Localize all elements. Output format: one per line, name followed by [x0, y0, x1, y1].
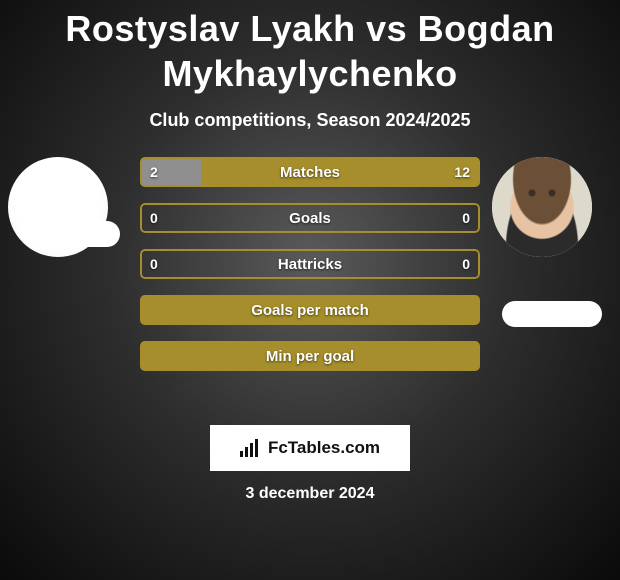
stat-label: Min per goal	[140, 341, 480, 371]
player-right-face	[492, 157, 592, 257]
stat-label: Goals	[140, 203, 480, 233]
stat-value-right: 12	[444, 157, 480, 187]
stat-label: Matches	[140, 157, 480, 187]
stat-value-left: 0	[140, 249, 168, 279]
brand-badge: FcTables.com	[210, 425, 410, 471]
stat-value-left: 0	[140, 203, 168, 233]
comparison-card: Rostyslav Lyakh vs Bogdan Mykhaylychenko…	[0, 0, 620, 580]
stat-row: Goals per match	[140, 295, 480, 325]
stat-row: Min per goal	[140, 341, 480, 371]
stat-bars: Matches212Goals00Hattricks00Goals per ma…	[140, 157, 480, 387]
stat-row: Hattricks0 0	[140, 249, 480, 279]
player-right-team-pill	[502, 301, 602, 327]
stat-row: Matches2 12	[140, 157, 480, 187]
stat-value-left: 2	[140, 157, 168, 187]
date-label: 3 december 2024	[0, 485, 620, 503]
subtitle: Club competitions, Season 2024/2025	[0, 110, 620, 131]
player-right-avatar	[492, 157, 592, 257]
stat-row: Goals0 0	[140, 203, 480, 233]
player-left-team-pill	[20, 221, 120, 247]
stat-label: Hattricks	[140, 249, 480, 279]
bar-chart-icon	[240, 439, 262, 457]
stats-area: Matches212Goals00Hattricks00Goals per ma…	[0, 167, 620, 407]
stat-value-right: 0	[452, 203, 480, 233]
brand-text: FcTables.com	[268, 438, 380, 458]
page-title: Rostyslav Lyakh vs Bogdan Mykhaylychenko	[0, 6, 620, 96]
stat-value-right: 0	[452, 249, 480, 279]
stat-label: Goals per match	[140, 295, 480, 325]
